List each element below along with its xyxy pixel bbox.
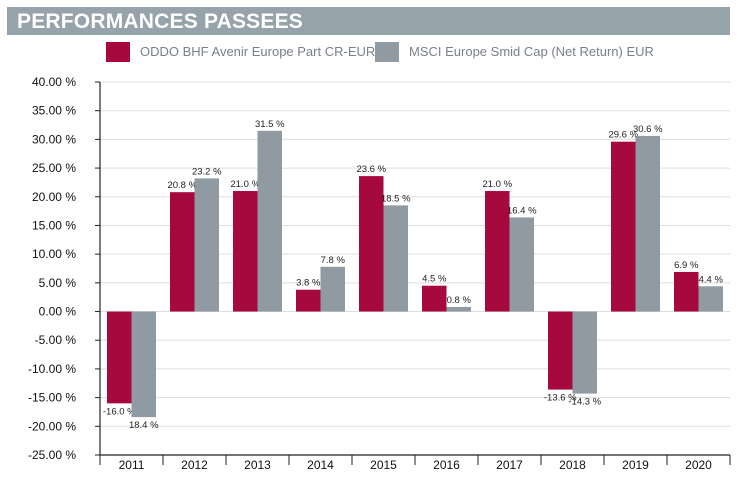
data-label-index: 18.5 % <box>381 193 411 204</box>
x-tick-label: 2020 <box>685 458 712 472</box>
x-tick-label: 2011 <box>119 458 145 472</box>
legend-swatch-fund <box>106 42 130 62</box>
bar-index <box>320 266 345 312</box>
y-tick-label: 5.00 % <box>39 276 77 290</box>
y-tick-label: 30.00 % <box>32 132 76 146</box>
bar-index <box>194 178 219 312</box>
legend-label-fund: ODDO BHF Avenir Europe Part CR-EUR <box>140 44 376 59</box>
data-label-index: 0.8 % <box>447 295 472 306</box>
x-tick-label: 2017 <box>496 458 523 472</box>
bar-index <box>257 130 282 312</box>
y-tick-label: 0.00 % <box>39 305 77 319</box>
data-label-index: 30.6 % <box>633 124 663 135</box>
data-label-fund: 3.8 % <box>296 278 321 289</box>
bar-fund <box>107 311 132 404</box>
data-label-fund: 21.0 % <box>482 179 512 190</box>
y-tick-label: 25.00 % <box>32 161 76 175</box>
x-tick-label: 2014 <box>307 458 334 472</box>
x-tick-label: 2016 <box>433 458 460 472</box>
x-tick-label: 2018 <box>559 458 586 472</box>
data-label-fund: 23.6 % <box>356 164 386 175</box>
bar-index <box>572 311 597 394</box>
y-tick-label: 40.00 % <box>32 75 76 89</box>
data-label-index: -14.3 % <box>568 397 601 408</box>
bar-fund <box>296 289 321 312</box>
bar-index <box>383 205 408 312</box>
data-label-fund: 21.0 % <box>230 179 260 190</box>
data-label-index: 16.4 % <box>507 205 537 216</box>
data-label-fund: -13.6 % <box>544 393 577 404</box>
bar-fund <box>422 285 447 312</box>
y-tick-label: 15.00 % <box>32 218 76 232</box>
bar-fund <box>170 192 195 312</box>
data-label-fund: 4.5 % <box>422 274 447 285</box>
section-header: PERFORMANCES PASSEES <box>7 7 730 35</box>
bar-index <box>446 306 471 312</box>
x-tick-label: 2012 <box>181 458 208 472</box>
y-tick-label: -20.00 % <box>28 419 76 433</box>
data-label-fund: 29.6 % <box>608 130 638 141</box>
y-tick-label: -15.00 % <box>28 391 76 405</box>
x-tick-label: 2013 <box>244 458 271 472</box>
data-label-fund: -16.0 % <box>103 406 136 417</box>
legend-swatch-index <box>375 42 399 62</box>
bar-fund <box>674 271 699 312</box>
bar-fund <box>359 176 384 312</box>
data-label-index: 23.2 % <box>192 166 222 177</box>
y-tick-label: -10.00 % <box>28 362 76 376</box>
data-label-index: 4.4 % <box>699 274 724 285</box>
bar-fund <box>485 191 510 312</box>
bar-fund <box>233 191 258 312</box>
y-tick-label: -25.00 % <box>28 448 76 462</box>
data-label-index: 31.5 % <box>255 119 285 130</box>
y-tick-label: 20.00 % <box>32 190 76 204</box>
bar-index <box>509 217 534 312</box>
chart-legend: ODDO BHF Avenir Europe Part CR-EUR MSCI … <box>0 41 737 63</box>
x-tick-label: 2019 <box>622 458 649 472</box>
data-label-fund: 20.8 % <box>167 180 197 191</box>
data-label-index: 7.8 % <box>321 255 346 266</box>
data-label-index: 18.4 % <box>129 420 159 431</box>
data-label-fund: 6.9 % <box>674 260 699 271</box>
y-tick-label: -5.00 % <box>35 333 77 347</box>
bar-fund <box>611 141 636 312</box>
legend-label-index: MSCI Europe Smid Cap (Net Return) EUR <box>409 44 654 59</box>
bar-index <box>698 286 723 312</box>
bar-index <box>635 135 660 312</box>
section-title: PERFORMANCES PASSEES <box>17 10 303 33</box>
y-tick-label: 10.00 % <box>32 247 76 261</box>
x-tick-label: 2015 <box>370 458 397 472</box>
bar-fund <box>548 311 573 390</box>
bar-index <box>131 311 156 418</box>
y-tick-label: 35.00 % <box>32 104 76 118</box>
